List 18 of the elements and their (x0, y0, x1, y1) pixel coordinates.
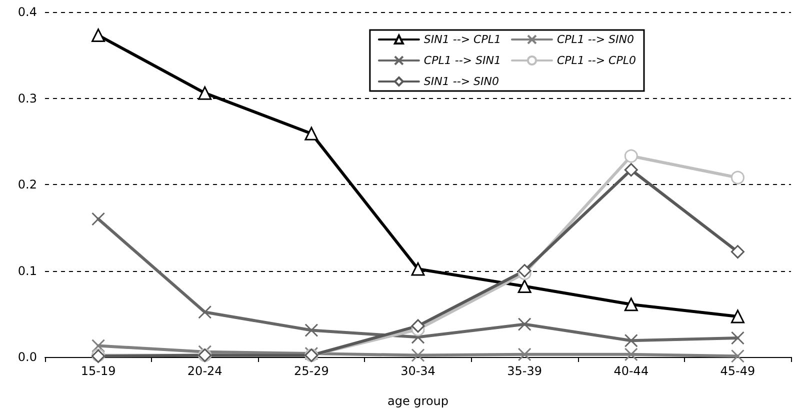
x-tick-label: 35-39 (507, 364, 542, 378)
legend-label: SIN1 --> SIN0 (424, 75, 499, 88)
x-tick-label: 30-34 (400, 364, 436, 378)
x-tick-label: 45-49 (720, 364, 756, 378)
x-tick-label: 20-24 (187, 364, 222, 378)
x-tick-label: 40-44 (614, 364, 649, 378)
y-tick-label: 0.2 (18, 178, 37, 192)
y-tick-label: 0.3 (18, 91, 37, 106)
legend-label: CPL1 --> SIN1 (424, 54, 501, 67)
legend-label: SIN1 --> CPL1 (424, 33, 501, 46)
y-tick-label: 0.4 (18, 5, 37, 19)
x-tick-label: 25-29 (294, 364, 329, 378)
legend-label: CPL1 --> SIN0 (556, 33, 634, 46)
y-tick-label: 0.1 (18, 264, 37, 278)
x-tick-label: 15-19 (80, 364, 116, 378)
y-tick-label: 0.0 (18, 350, 37, 364)
x-axis-title: age group (387, 394, 449, 408)
legend-label: CPL1 --> CPL0 (556, 54, 636, 67)
